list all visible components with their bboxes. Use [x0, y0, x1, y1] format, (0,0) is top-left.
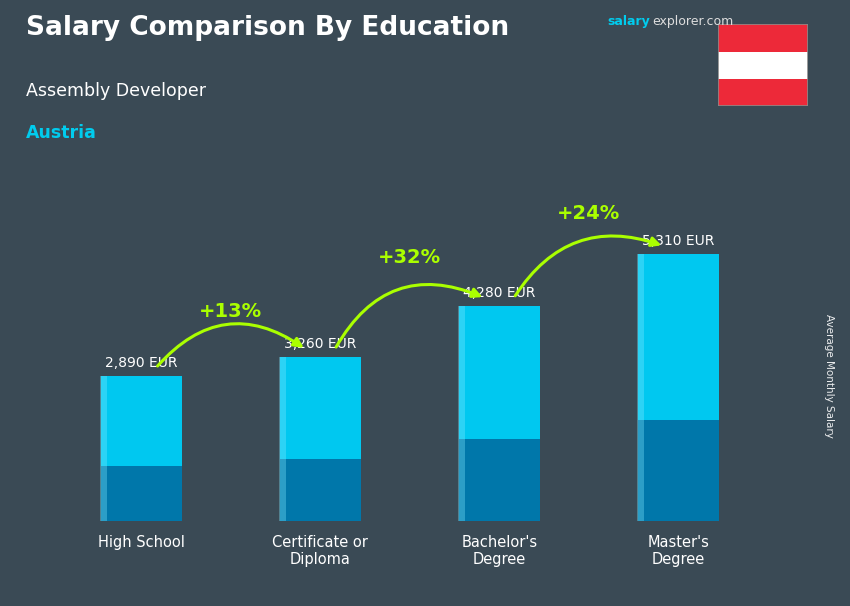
Bar: [718, 24, 808, 52]
Bar: [638, 419, 719, 521]
Text: +24%: +24%: [558, 204, 620, 223]
Bar: [280, 357, 286, 521]
Text: Salary Comparison By Education: Salary Comparison By Education: [26, 15, 508, 41]
Bar: [459, 305, 540, 439]
Text: salary: salary: [608, 15, 650, 28]
Text: 2,890 EUR: 2,890 EUR: [105, 356, 178, 370]
Text: 3,260 EUR: 3,260 EUR: [284, 337, 357, 351]
Bar: [638, 254, 644, 521]
Bar: [280, 357, 360, 459]
Text: explorer.com: explorer.com: [652, 15, 734, 28]
Bar: [718, 52, 808, 79]
Text: Average Monthly Salary: Average Monthly Salary: [824, 314, 834, 438]
Bar: [458, 305, 466, 521]
Bar: [280, 459, 360, 521]
Text: +13%: +13%: [200, 302, 263, 321]
Bar: [459, 439, 540, 521]
Text: +32%: +32%: [378, 248, 441, 267]
Bar: [638, 254, 719, 419]
Bar: [101, 376, 182, 466]
Text: 5,310 EUR: 5,310 EUR: [643, 234, 715, 248]
Text: 4,280 EUR: 4,280 EUR: [463, 285, 536, 299]
Text: Assembly Developer: Assembly Developer: [26, 82, 206, 100]
Text: Austria: Austria: [26, 124, 96, 142]
Bar: [718, 79, 808, 106]
Bar: [100, 376, 107, 521]
Bar: [101, 466, 182, 521]
